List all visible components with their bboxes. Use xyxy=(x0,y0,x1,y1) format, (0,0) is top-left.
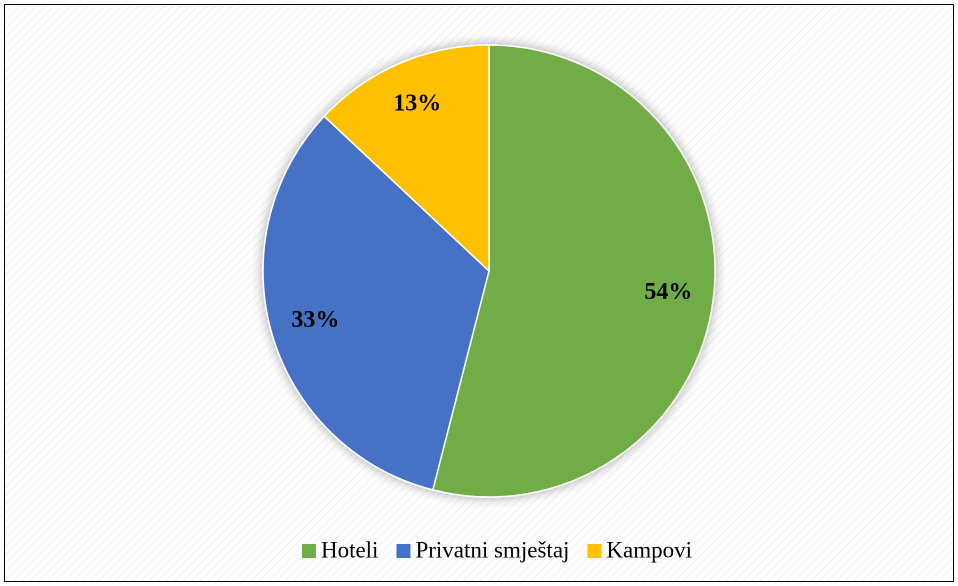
legend-label: Kampovi xyxy=(606,537,692,562)
data-label: 33% xyxy=(291,307,339,333)
legend-swatch xyxy=(396,544,411,558)
legend-label: Hoteli xyxy=(321,537,379,562)
legend-swatch xyxy=(587,544,602,558)
pie xyxy=(262,44,716,498)
pie-slice xyxy=(431,44,716,498)
data-label: 13% xyxy=(393,91,441,117)
pie-slice xyxy=(262,115,490,491)
data-label: 54% xyxy=(644,279,692,305)
legend-label: Privatni smještaj xyxy=(415,537,569,562)
pie-slice xyxy=(323,44,490,273)
legend-swatch xyxy=(301,544,316,558)
